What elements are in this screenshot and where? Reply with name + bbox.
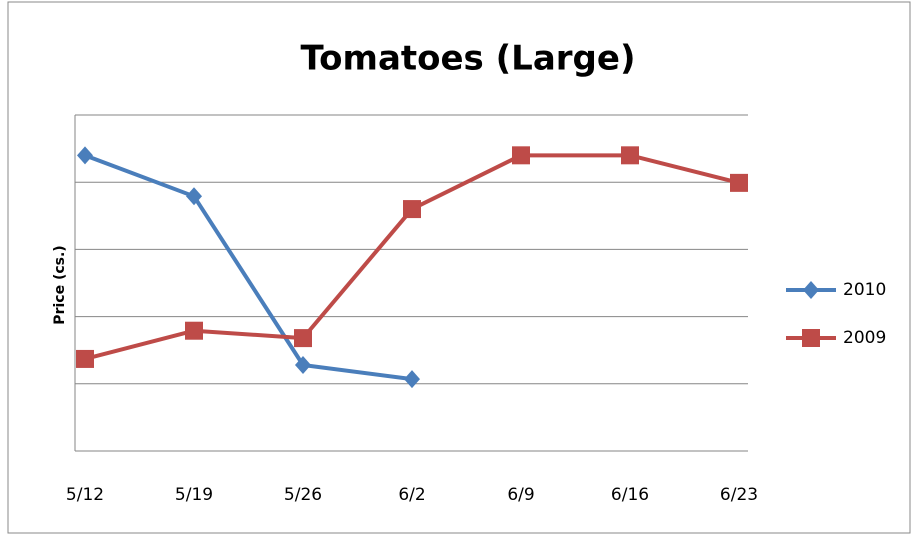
marker bbox=[295, 355, 311, 374]
legend-label: 2010 bbox=[843, 280, 886, 300]
x-tick-label: 5/12 bbox=[66, 485, 104, 505]
chart-title: Tomatoes (Large) bbox=[300, 39, 635, 79]
marker bbox=[512, 146, 530, 165]
marker bbox=[185, 321, 203, 340]
legend-marker bbox=[802, 329, 820, 347]
x-tick-label: 5/19 bbox=[175, 485, 213, 505]
marker bbox=[404, 370, 420, 389]
marker bbox=[621, 146, 639, 165]
x-tick-label: 6/16 bbox=[611, 485, 649, 505]
x-tick-label: 5/26 bbox=[284, 485, 322, 505]
series-line bbox=[84, 153, 413, 382]
chart-frame bbox=[7, 1, 911, 534]
marker bbox=[403, 200, 421, 219]
marker bbox=[730, 173, 748, 192]
marker bbox=[76, 349, 94, 368]
x-tick-label: 6/9 bbox=[507, 485, 534, 505]
legend-label: 2009 bbox=[843, 328, 886, 348]
x-tick-label: 6/23 bbox=[720, 485, 758, 505]
x-tick-label: 6/2 bbox=[398, 485, 425, 505]
legend-marker bbox=[803, 281, 819, 299]
marker bbox=[186, 187, 202, 206]
marker bbox=[77, 146, 93, 165]
marker bbox=[294, 329, 312, 348]
y-axis-label: Price (cs.) bbox=[52, 245, 68, 324]
